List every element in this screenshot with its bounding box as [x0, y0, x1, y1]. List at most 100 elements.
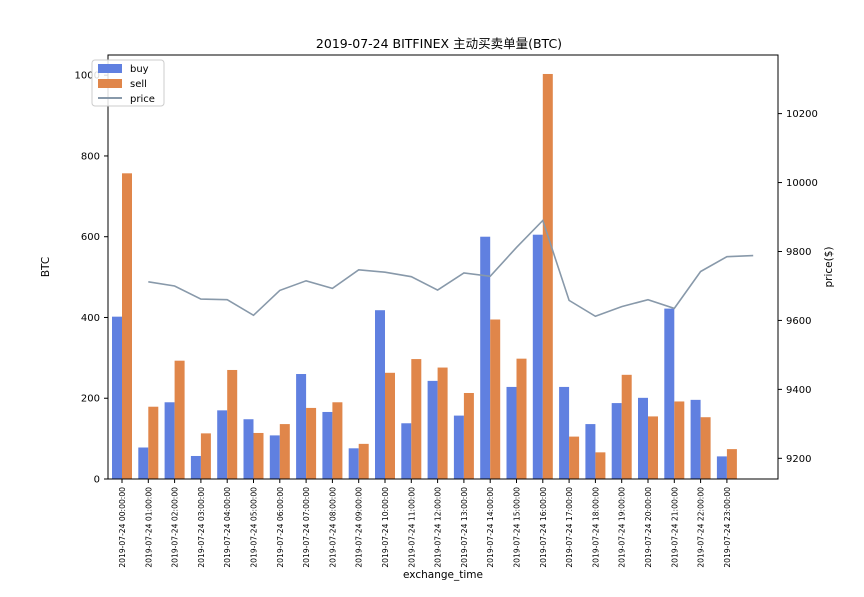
bar-buy	[243, 419, 254, 479]
y-tick-label: 0	[94, 475, 100, 486]
bar-buy	[296, 374, 307, 479]
x-tick-label: 2019-07-24 14:00:00	[486, 487, 495, 568]
y2-axis-label: price($)	[823, 246, 835, 287]
bar-buy	[638, 397, 648, 479]
bar-buy	[375, 310, 385, 479]
bar-sell	[358, 443, 369, 479]
bar-buy	[348, 448, 359, 479]
left-axis: 0 200 400 600 800 1000	[75, 71, 108, 486]
bar-buy	[401, 423, 412, 479]
x-tick-label: 2019-07-24 23:00:00	[723, 487, 732, 568]
chart-title: 2019-07-24 BITFINEX 主动买卖单量(BTC)	[316, 36, 562, 51]
x-tick-label: 2019-07-24 02:00:00	[171, 487, 180, 568]
bar-buy	[217, 410, 228, 479]
bar-buy	[269, 435, 280, 479]
bar-buy	[480, 236, 491, 479]
legend-label-buy: buy	[130, 64, 149, 75]
bar-buy	[453, 415, 464, 479]
bar-buy	[585, 424, 596, 479]
plot-frame	[107, 54, 779, 480]
bar-buy	[690, 399, 701, 479]
bar-sell	[490, 319, 501, 479]
y-tick-label: 1000	[75, 71, 100, 82]
x-tick-label: 2019-07-24 07:00:00	[302, 487, 311, 568]
bar-sell	[148, 406, 159, 479]
bar-sell	[227, 369, 238, 479]
price-line-group	[148, 218, 754, 318]
bar-buy	[611, 403, 622, 479]
x-tick-label: 2019-07-24 19:00:00	[618, 487, 627, 568]
y2-tick-label: 9600	[786, 316, 811, 327]
bar-buy	[532, 234, 543, 479]
bar-sell	[674, 401, 685, 479]
bar-buy	[664, 308, 675, 479]
bar-buy	[164, 402, 175, 479]
x-tick-label: 2019-07-24 18:00:00	[591, 487, 600, 568]
bar-sell	[542, 73, 553, 479]
x-tick-label: 2019-07-24 16:00:00	[539, 487, 548, 568]
y2-tick-label: 9400	[786, 385, 811, 396]
x-tick-label: 2019-07-24 09:00:00	[355, 487, 364, 568]
x-tick-label: 2019-07-24 03:00:00	[197, 487, 206, 568]
legend-swatch-sell	[98, 79, 122, 88]
x-tick-label: 2019-07-24 20:00:00	[644, 487, 653, 568]
right-axis: 9200 9400 9600 9800 10000 10200	[778, 109, 818, 465]
legend-label-sell: sell	[130, 79, 147, 90]
bars	[112, 73, 737, 479]
x-tick-label: 2019-07-24 10:00:00	[381, 487, 390, 568]
y2-tick-label: 10000	[786, 178, 818, 189]
bar-sell	[516, 358, 527, 479]
bar-sell	[437, 367, 448, 479]
bar-buy	[427, 380, 438, 479]
bar-buy	[112, 316, 122, 479]
bar-buy	[138, 447, 149, 479]
legend: buy sell price	[91, 59, 165, 107]
x-tick-label: 2019-07-24 22:00:00	[697, 487, 706, 568]
y-tick-label: 600	[81, 232, 100, 243]
y-tick-label: 200	[81, 394, 100, 405]
y-tick-label: 400	[81, 313, 100, 324]
x-tick-label: 2019-07-24 00:00:00	[118, 487, 127, 568]
x-tick-label: 2019-07-24 21:00:00	[670, 487, 679, 568]
x-axis: 2019-07-24 00:00:00 2019-07-24 01:00:00 20…	[118, 479, 732, 568]
bar-sell	[463, 392, 474, 479]
bar-sell	[700, 417, 711, 479]
bar-sell	[726, 449, 737, 479]
bar-sell	[569, 436, 580, 479]
bar-sell	[200, 433, 211, 479]
bar-buy	[506, 386, 517, 479]
x-tick-label: 2019-07-24 12:00:00	[434, 487, 443, 568]
y2-tick-label: 10200	[786, 109, 818, 120]
x-tick-label: 2019-07-24 11:00:00	[407, 487, 416, 568]
bar-buy	[716, 456, 727, 479]
price-line	[148, 218, 754, 318]
x-tick-label: 2019-07-24 15:00:00	[513, 487, 522, 568]
x-tick-label: 2019-07-24 04:00:00	[223, 487, 232, 568]
bar-sell	[122, 173, 132, 479]
bar-sell	[411, 359, 422, 479]
bar-sell	[648, 416, 658, 479]
bar-sell	[279, 424, 290, 479]
bar-sell	[332, 402, 343, 479]
legend-swatch-buy	[98, 64, 122, 73]
x-tick-label: 2019-07-24 05:00:00	[250, 487, 259, 568]
y2-tick-label: 9200	[786, 454, 811, 465]
legend-label-price: price	[130, 94, 155, 105]
bar-buy	[559, 386, 570, 479]
x-tick-label: 2019-07-24 17:00:00	[565, 487, 574, 568]
bar-buy	[322, 411, 333, 479]
bar-sell	[621, 374, 632, 479]
bar-sell	[174, 360, 185, 479]
y-tick-label: 800	[81, 151, 100, 162]
y-axis-label: BTC	[40, 257, 52, 277]
x-axis-label: exchange_time	[403, 569, 483, 581]
x-tick-label: 2019-07-24 01:00:00	[144, 487, 153, 568]
y2-tick-label: 9800	[786, 247, 811, 258]
x-tick-label: 2019-07-24 08:00:00	[328, 487, 337, 568]
x-tick-label: 2019-07-24 06:00:00	[276, 487, 285, 568]
x-tick-label: 2019-07-24 13:00:00	[460, 487, 469, 568]
bar-sell	[253, 432, 264, 479]
bar-sell	[306, 407, 317, 479]
bar-sell	[385, 372, 395, 479]
